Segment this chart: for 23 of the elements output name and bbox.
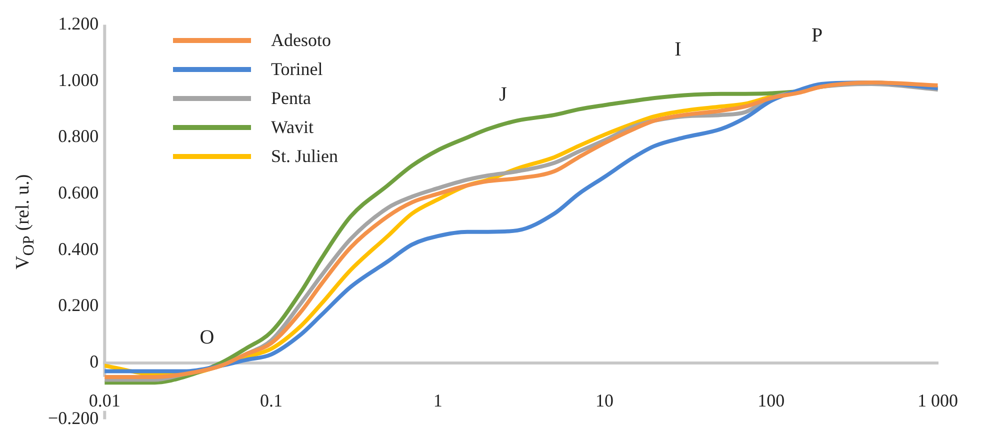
y-tick-label: 1.200 <box>58 14 99 34</box>
y-tick-label: 1.000 <box>58 70 99 90</box>
legend-label: Torinel <box>271 59 323 80</box>
x-tick-label: 0.01 <box>88 390 120 410</box>
annotation: I <box>674 38 682 60</box>
y-tick-label: 0.600 <box>58 182 99 203</box>
legend-label: Adesoto <box>271 30 331 51</box>
y-tick-label: −0.200 <box>48 408 99 428</box>
y-tick-label: 0.200 <box>58 295 99 316</box>
annotation: J <box>499 83 508 106</box>
y-tick-label: 0.400 <box>58 238 99 259</box>
y-tick-label: 0.800 <box>58 126 99 146</box>
legend-label: Wavit <box>271 117 314 138</box>
annotation: P <box>811 24 823 46</box>
x-tick-label: 1 <box>433 390 442 410</box>
annotation: O <box>200 326 214 348</box>
x-tick-label: 0.1 <box>260 390 283 410</box>
y-tick-label: 0 <box>90 352 99 372</box>
x-tick-label: 100 <box>758 390 785 410</box>
legend-label: St. Julien <box>271 146 338 167</box>
x-tick-label: 10 <box>596 390 614 410</box>
x-tick-label: 1 000 <box>918 390 958 410</box>
legend-label: Penta <box>271 88 311 109</box>
